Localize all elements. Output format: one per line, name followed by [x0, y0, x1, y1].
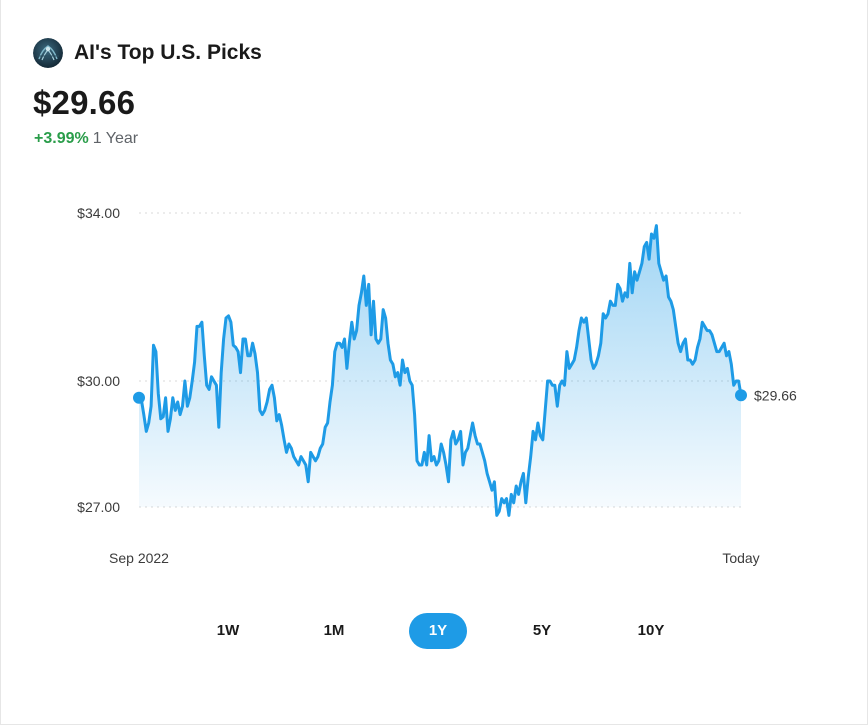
price-area	[139, 225, 741, 516]
start-marker[interactable]	[133, 391, 145, 404]
change-percent: +3.99%	[34, 130, 89, 147]
timeframe-selector: 1W 1M 1Y 5Y 10Y	[0, 613, 868, 651]
timeframe-1y[interactable]: 1Y	[409, 613, 467, 649]
price-chart: $34.00 $30.00 $27.00 $29.66 Sep 2022 Today	[77, 205, 797, 566]
portfolio-title: AI's Top U.S. Picks	[74, 41, 262, 64]
x-label-start: Sep 2022	[109, 550, 169, 566]
end-value-label: $29.66	[754, 387, 797, 403]
price-change: +3.99% 1 Year	[34, 130, 138, 148]
x-label-end: Today	[722, 550, 759, 566]
change-period: 1 Year	[92, 130, 139, 147]
y-tick-label: $30.00	[77, 373, 120, 389]
current-price: $29.66	[33, 84, 136, 121]
y-tick-label: $34.00	[77, 205, 120, 221]
portfolio-header: AI's Top U.S. Picks	[33, 38, 262, 68]
timeframe-1w[interactable]: 1W	[216, 622, 240, 639]
timeframe-1m[interactable]: 1M	[323, 622, 345, 639]
price-line[interactable]	[137, 224, 743, 517]
end-marker[interactable]	[735, 389, 747, 402]
y-tick-label: $27.00	[77, 499, 120, 515]
timeframe-5y[interactable]: 5Y	[532, 622, 552, 639]
timeframe-10y[interactable]: 10Y	[637, 622, 665, 639]
portfolio-avatar	[33, 38, 63, 68]
